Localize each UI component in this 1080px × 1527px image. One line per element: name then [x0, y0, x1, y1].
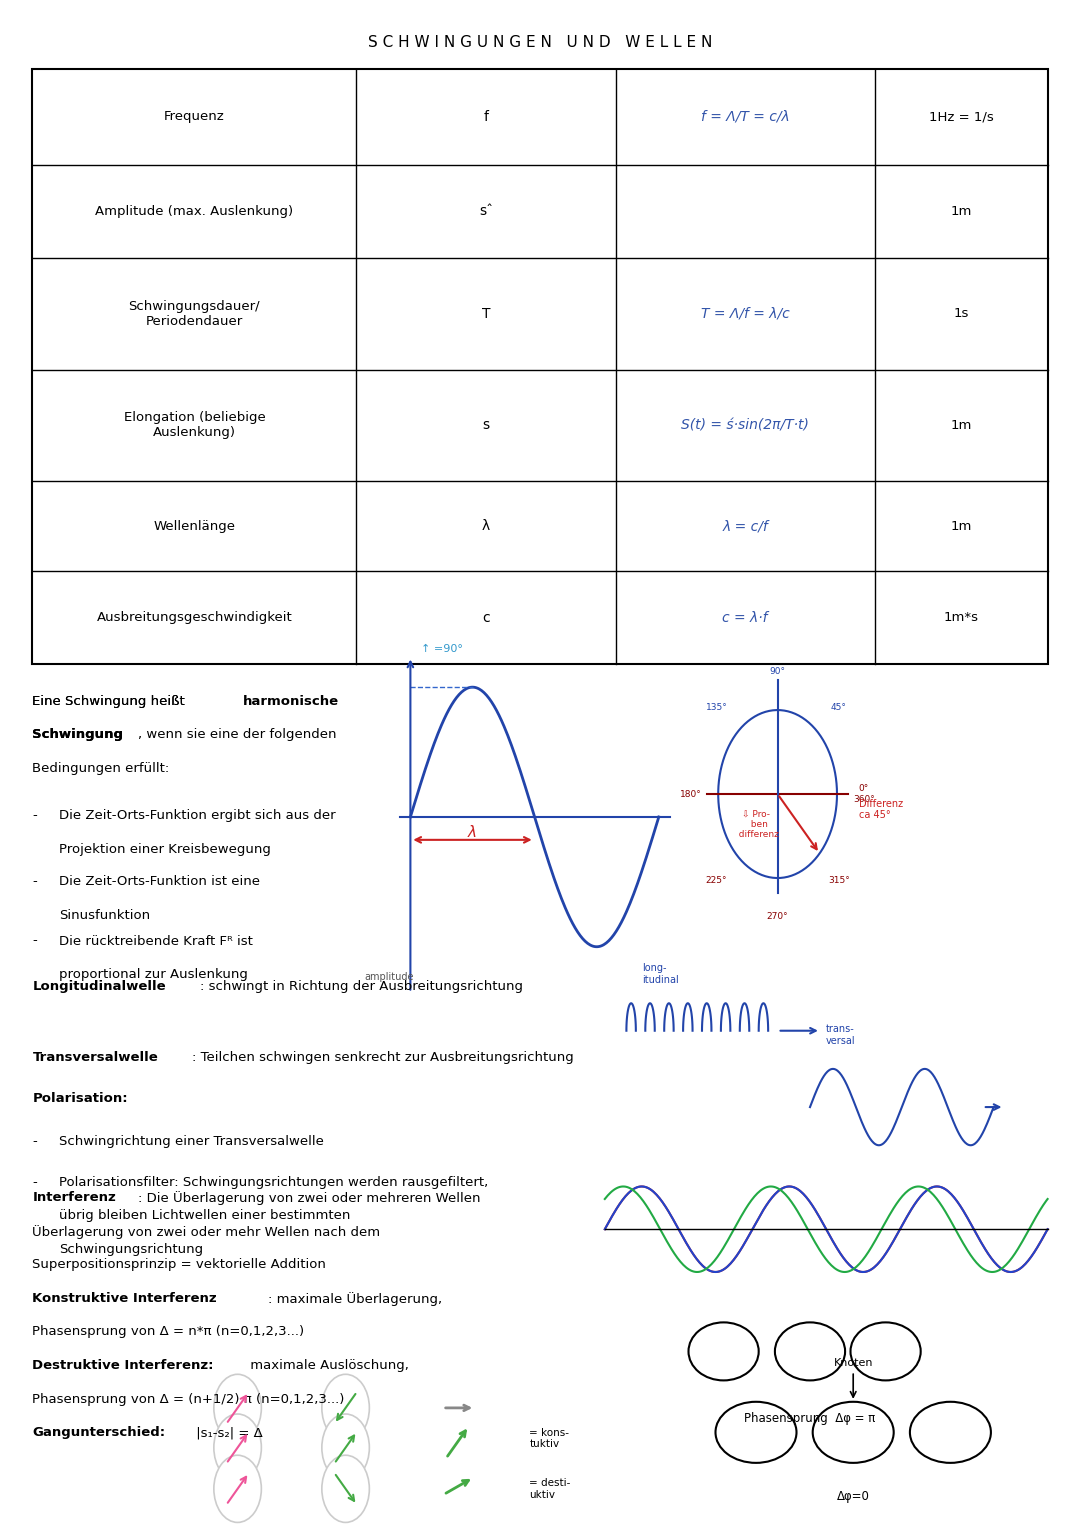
Ellipse shape — [715, 1402, 797, 1463]
Text: : schwingt in Richtung der Ausbreitungsrichtung: : schwingt in Richtung der Ausbreitungsr… — [200, 980, 523, 994]
Text: Überlagerung von zwei oder mehr Wellen nach dem: Überlagerung von zwei oder mehr Wellen n… — [32, 1225, 380, 1238]
Text: λ: λ — [482, 519, 490, 533]
Text: long-
itudinal: long- itudinal — [643, 964, 679, 985]
Text: 1m: 1m — [950, 519, 972, 533]
Text: 90°: 90° — [770, 667, 785, 676]
Text: 1Hz = 1/s: 1Hz = 1/s — [929, 110, 994, 124]
Text: proportional zur Auslenkung: proportional zur Auslenkung — [59, 968, 248, 982]
Circle shape — [322, 1414, 369, 1481]
Text: amplitude: amplitude — [364, 973, 414, 982]
Text: c: c — [482, 611, 490, 625]
Text: 1m: 1m — [950, 205, 972, 218]
Text: Eine Schwingung heißt: Eine Schwingung heißt — [32, 695, 189, 709]
Text: 315°: 315° — [827, 876, 850, 886]
Text: 0°
360°: 0° 360° — [853, 785, 875, 803]
Text: -: - — [32, 935, 37, 948]
Text: Superpositionsprinzip = vektorielle Addition: Superpositionsprinzip = vektorielle Addi… — [32, 1258, 326, 1272]
Text: c = λ·f: c = λ·f — [723, 611, 768, 625]
Text: -: - — [32, 1135, 37, 1148]
Text: Bedingungen erfüllt:: Bedingungen erfüllt: — [32, 762, 170, 776]
Text: 1m*s: 1m*s — [944, 611, 978, 625]
Text: Interferenz: Interferenz — [32, 1191, 117, 1205]
Text: = kons-
tuktiv: = kons- tuktiv — [529, 1428, 569, 1449]
Ellipse shape — [813, 1402, 894, 1463]
Text: Die rücktreibende Kraft Fᴿ ist: Die rücktreibende Kraft Fᴿ ist — [59, 935, 254, 948]
Text: 45°: 45° — [831, 702, 847, 712]
Text: 225°: 225° — [705, 876, 727, 886]
Text: Schwingung: Schwingung — [32, 728, 123, 742]
Text: sˆ: sˆ — [478, 205, 494, 218]
Text: ↑ =90°: ↑ =90° — [421, 644, 463, 654]
Text: Wellenlänge: Wellenlänge — [153, 519, 235, 533]
Text: : Teilchen schwingen senkrecht zur Ausbreitungsrichtung: : Teilchen schwingen senkrecht zur Ausbr… — [192, 1051, 573, 1064]
Text: S(t) = ś·sin(2π/T·t): S(t) = ś·sin(2π/T·t) — [681, 418, 809, 432]
Text: Destruktive Interferenz:: Destruktive Interferenz: — [32, 1359, 214, 1373]
Text: maximale Auslöschung,: maximale Auslöschung, — [246, 1359, 409, 1373]
Text: 135°: 135° — [705, 702, 728, 712]
Text: Polarisationsfilter: Schwingungsrichtungen werden rausgefiltert,: Polarisationsfilter: Schwingungsrichtung… — [59, 1176, 488, 1190]
Text: : Die Überlagerung von zwei oder mehreren Wellen: : Die Überlagerung von zwei oder mehrere… — [138, 1191, 481, 1205]
Text: Schwingungsrichtung: Schwingungsrichtung — [59, 1243, 203, 1257]
Text: trans-
versal: trans- versal — [826, 1025, 855, 1046]
Text: übrig bleiben Lichtwellen einer bestimmten: übrig bleiben Lichtwellen einer bestimmt… — [59, 1209, 351, 1223]
Text: Phasensprung von Δ = n*π (n=0,1,2,3...): Phasensprung von Δ = n*π (n=0,1,2,3...) — [32, 1325, 305, 1339]
Text: 1m: 1m — [950, 418, 972, 432]
Text: T = Λ/f = λ/c: T = Λ/f = λ/c — [701, 307, 789, 321]
Text: Differenz
ca 45°: Differenz ca 45° — [859, 799, 903, 820]
Text: Knoten: Knoten — [834, 1358, 873, 1368]
Text: S C H W I N G U N G E N   U N D   W E L L E N: S C H W I N G U N G E N U N D W E L L E … — [368, 35, 712, 50]
Text: |s₁-s₂| = Δ: |s₁-s₂| = Δ — [192, 1426, 264, 1440]
Text: Die Zeit-Orts-Funktion ist eine: Die Zeit-Orts-Funktion ist eine — [59, 875, 260, 889]
Text: Transversalwelle: Transversalwelle — [32, 1051, 158, 1064]
Text: = desti-
uktiv: = desti- uktiv — [529, 1478, 570, 1500]
Text: Die Zeit-Orts-Funktion ergibt sich aus der: Die Zeit-Orts-Funktion ergibt sich aus d… — [59, 809, 336, 823]
Text: , wenn sie eine der folgenden: , wenn sie eine der folgenden — [138, 728, 337, 742]
Text: Δφ=0: Δφ=0 — [837, 1490, 869, 1504]
Ellipse shape — [775, 1322, 846, 1380]
Text: ⇩ Pro-
  ben
  differenz: ⇩ Pro- ben differenz — [733, 809, 779, 840]
Text: Schwingungsdauer/
Periodendauer: Schwingungsdauer/ Periodendauer — [129, 299, 260, 328]
Text: Schwingrichtung einer Transversalwelle: Schwingrichtung einer Transversalwelle — [59, 1135, 324, 1148]
Text: Gangunterschied:: Gangunterschied: — [32, 1426, 165, 1440]
Text: Amplitude (max. Auslenkung): Amplitude (max. Auslenkung) — [95, 205, 294, 218]
Circle shape — [322, 1455, 369, 1522]
FancyBboxPatch shape — [32, 69, 1048, 664]
Circle shape — [322, 1374, 369, 1441]
Text: -: - — [32, 1176, 37, 1190]
Text: Frequenz: Frequenz — [164, 110, 225, 124]
Text: 270°: 270° — [767, 912, 788, 921]
Text: : maximale Überlagerung,: : maximale Überlagerung, — [268, 1292, 442, 1306]
Text: Phasensprung  Δφ = π: Phasensprung Δφ = π — [744, 1412, 876, 1426]
Text: Konstruktive Interferenz: Konstruktive Interferenz — [32, 1292, 217, 1306]
Text: Ausbreitungsgeschwindigkeit: Ausbreitungsgeschwindigkeit — [96, 611, 293, 625]
Text: 1s: 1s — [954, 307, 969, 321]
Text: Schwingung: Schwingung — [32, 728, 123, 742]
Text: λ = c/f: λ = c/f — [723, 519, 768, 533]
Text: 180°: 180° — [680, 789, 702, 799]
Text: Polarisation:: Polarisation: — [32, 1092, 129, 1106]
Ellipse shape — [689, 1322, 759, 1380]
Text: -: - — [32, 809, 37, 823]
Text: Projektion einer Kreisbewegung: Projektion einer Kreisbewegung — [59, 843, 271, 857]
Ellipse shape — [851, 1322, 920, 1380]
Circle shape — [214, 1374, 261, 1441]
Text: λ: λ — [468, 825, 477, 840]
Text: T: T — [482, 307, 490, 321]
Text: Sinusfunktion: Sinusfunktion — [59, 909, 150, 922]
Ellipse shape — [909, 1402, 991, 1463]
Circle shape — [214, 1455, 261, 1522]
Text: -: - — [32, 875, 37, 889]
Text: Phasensprung von Δ = (n+1/2) π (n=0,1,2,3...): Phasensprung von Δ = (n+1/2) π (n=0,1,2,… — [32, 1393, 345, 1406]
Text: Eine Schwingung heißt: Eine Schwingung heißt — [32, 695, 189, 709]
Text: harmonische: harmonische — [243, 695, 339, 709]
Text: Longitudinalwelle: Longitudinalwelle — [32, 980, 166, 994]
Text: f: f — [484, 110, 488, 124]
Circle shape — [214, 1414, 261, 1481]
Text: f = Λ/T = c/λ: f = Λ/T = c/λ — [701, 110, 789, 124]
Text: Elongation (beliebige
Auslenkung): Elongation (beliebige Auslenkung) — [123, 411, 266, 440]
Text: s: s — [483, 418, 489, 432]
